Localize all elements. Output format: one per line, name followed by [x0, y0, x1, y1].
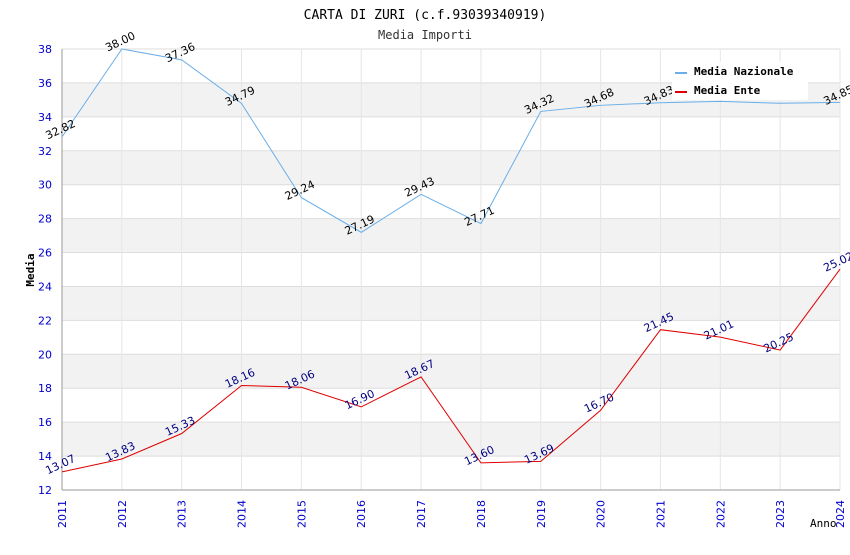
y-tick-label: 18 [38, 382, 52, 395]
data-label: 21.01 [702, 317, 736, 342]
grid-lines [61, 48, 841, 491]
grid-bands [62, 82, 840, 457]
y-tick-label: 14 [38, 450, 52, 463]
y-tick-label: 16 [38, 416, 52, 429]
x-tick-label: 2012 [116, 500, 129, 528]
data-label: 25.02 [821, 249, 850, 274]
x-tick-label: 2021 [654, 500, 667, 528]
x-tick-label: 2024 [834, 500, 847, 528]
x-tick-label: 2015 [295, 500, 308, 528]
axes [61, 49, 840, 491]
legend-background [672, 62, 808, 100]
x-tick-label: 2022 [714, 500, 727, 528]
y-tick-labels: 12 14 16 18 20 22 24 26 28 30 32 34 36 38 [38, 43, 52, 497]
y-tick-label: 38 [38, 43, 52, 56]
legend-label-media-nazionale: Media Nazionale [694, 65, 794, 78]
chart-title: CARTA DI ZURI (c.f.93039340919) [304, 8, 547, 23]
x-tick-label: 2023 [774, 500, 787, 528]
grid-band [62, 150, 840, 185]
x-tick-label: 2011 [56, 500, 69, 528]
data-label: 20.25 [762, 330, 796, 355]
x-tick-label: 2019 [535, 500, 548, 528]
y-tick-label: 20 [38, 348, 52, 361]
data-label: 37.36 [163, 40, 197, 65]
legend-label-media-ente: Media Ente [694, 84, 761, 97]
chart-subtitle: Media Importi [378, 28, 472, 42]
y-tick-label: 12 [38, 484, 52, 497]
y-tick-label: 26 [38, 247, 52, 260]
x-axis-label: Anno [810, 517, 837, 530]
series-line-media-ente [61, 268, 841, 473]
y-tick-label: 30 [38, 179, 52, 192]
y-tick-label: 36 [38, 77, 52, 90]
x-tick-labels: 2011 2012 2013 2014 2015 2016 2017 2018 2019 2020… [56, 500, 847, 528]
series-line-media-nazionale [61, 48, 841, 233]
y-tick-label: 32 [38, 145, 52, 158]
y-tick-label: 34 [38, 111, 52, 124]
y-tick-label: 24 [38, 280, 52, 293]
y-axis-label: Media [24, 253, 37, 286]
x-tick-label: 2020 [595, 500, 608, 528]
x-tick-label: 2014 [236, 500, 249, 528]
grid-band [62, 286, 840, 321]
x-tick-label: 2017 [415, 500, 428, 528]
grid-band [62, 354, 840, 389]
y-tick-label: 22 [38, 314, 52, 327]
y-tick-label: 28 [38, 213, 52, 226]
series-lines [61, 48, 841, 473]
x-tick-label: 2016 [355, 500, 368, 528]
data-label: 16.90 [343, 387, 377, 412]
grid-band [62, 422, 840, 457]
grid-band [62, 218, 840, 253]
legend: Media Nazionale Media Ente [672, 62, 808, 100]
x-tick-label: 2013 [176, 500, 189, 528]
x-tick-label: 2018 [475, 500, 488, 528]
